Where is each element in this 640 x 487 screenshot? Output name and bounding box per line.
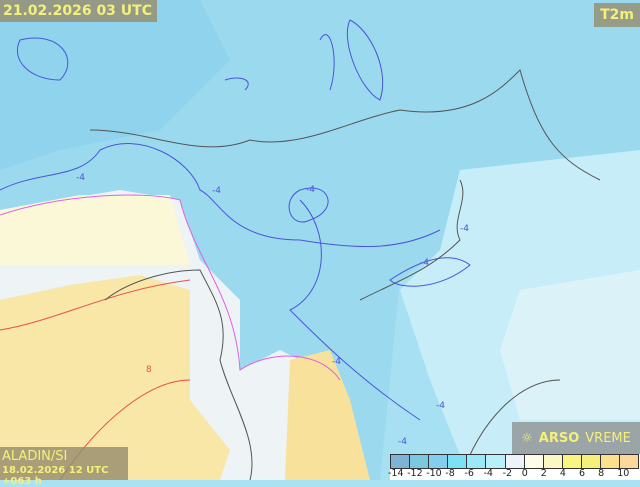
legend-label: -12 bbox=[407, 468, 423, 479]
legend-swatch bbox=[447, 454, 468, 469]
contour-label: -4 bbox=[212, 186, 221, 196]
legend-swatch bbox=[466, 454, 487, 469]
legend-swatch bbox=[542, 454, 563, 469]
legend-swatch bbox=[485, 454, 506, 469]
legend-swatch bbox=[428, 454, 449, 469]
model-name: ALADIN/SI bbox=[2, 449, 68, 464]
legend-swatch bbox=[580, 454, 602, 469]
legend-label: -10 bbox=[426, 468, 442, 479]
sun-icon: ☼ bbox=[521, 430, 533, 446]
contour-label: 8 bbox=[146, 365, 152, 375]
legend-swatch bbox=[523, 454, 544, 469]
legend-swatch bbox=[390, 454, 411, 469]
contour-label: -4 bbox=[436, 401, 445, 411]
legend-swatch bbox=[619, 454, 640, 469]
contour-label: -4 bbox=[420, 258, 429, 268]
legend-label: 6 bbox=[579, 468, 586, 479]
legend-label: 8 bbox=[598, 468, 605, 479]
legend-label: 10 bbox=[617, 468, 630, 479]
legend-label: -4 bbox=[483, 468, 493, 479]
brand-bold: ARSO bbox=[538, 430, 580, 446]
contour-label: -4 bbox=[76, 173, 85, 183]
brand-light: VREME bbox=[585, 430, 631, 446]
legend-label: -14 bbox=[388, 468, 404, 479]
legend-label: 2 bbox=[540, 468, 547, 479]
legend-label: -2 bbox=[502, 468, 513, 479]
legend-swatch bbox=[409, 454, 430, 469]
legend-label: -8 bbox=[445, 468, 455, 479]
contour-label: -4 bbox=[332, 357, 341, 367]
model-info: ALADIN/SI 18.02.2026 12 UTC +063 h bbox=[0, 447, 128, 487]
model-run: 18.02.2026 12 UTC +063 h bbox=[2, 465, 109, 487]
color-legend: -14 -12 -10 -8 -6 -4 -2 0 2 4 6 8 10 bbox=[388, 454, 640, 480]
valid-time-title: 21.02.2026 03 UTC bbox=[0, 0, 157, 22]
legend-swatch bbox=[504, 454, 525, 469]
arso-logo: ☼ ARSO VREME bbox=[512, 422, 640, 454]
legend-swatch bbox=[600, 454, 621, 469]
legend-label: 0 bbox=[521, 468, 528, 479]
contour-label: -4 bbox=[306, 185, 315, 195]
parameter-label: T2m bbox=[594, 3, 640, 27]
legend-label: 4 bbox=[559, 468, 566, 479]
contour-label: -4 bbox=[460, 224, 469, 234]
legend-swatch bbox=[561, 454, 582, 469]
contour-label: -4 bbox=[398, 437, 407, 447]
legend-label: -6 bbox=[464, 468, 474, 479]
